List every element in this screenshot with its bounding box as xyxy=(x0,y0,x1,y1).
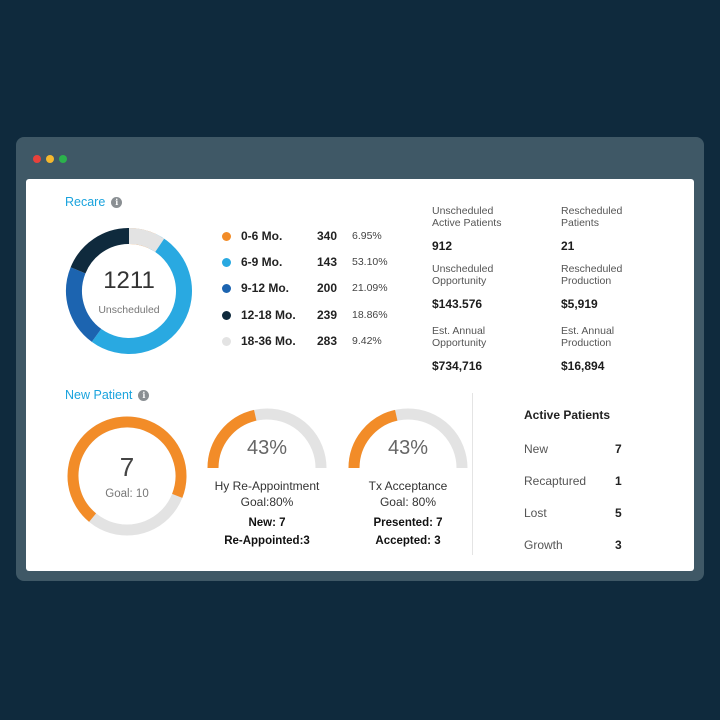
hy-reappointment-new: New: 7 xyxy=(248,517,286,529)
active-patients-value: 1 xyxy=(615,474,622,488)
active-patients-title: Active Patients xyxy=(524,408,611,422)
stat-label: Rescheduled Patients xyxy=(561,205,623,229)
tx-acceptance-title: Tx Acceptance xyxy=(368,479,448,493)
new-patient-count: 7 xyxy=(119,452,135,482)
info-icon[interactable]: i xyxy=(138,389,150,401)
recare-section-title: Recare i xyxy=(65,195,123,209)
active-patients-label: New xyxy=(524,442,549,456)
gauge-progress xyxy=(207,409,257,469)
hy-reappointment-pct: 43% xyxy=(246,437,288,459)
donut-segment-9-12-mo-[interactable] xyxy=(66,267,102,342)
tx-acceptance-accepted: Accepted: 3 xyxy=(375,535,441,547)
active-patients-label: Growth xyxy=(524,538,563,552)
info-icon[interactable]: i xyxy=(111,196,123,208)
stat-label: Unscheduled Opportunity xyxy=(432,263,494,287)
hy-reappointment-gauge xyxy=(207,408,327,469)
hy-reappointment-title: Hy Re-Appointment xyxy=(214,479,320,493)
active-patients-label: Lost xyxy=(524,506,547,520)
close-window-dot[interactable] xyxy=(33,155,41,163)
legend-swatch xyxy=(222,283,231,293)
legend-percent: 18.86% xyxy=(352,309,388,321)
stat-label: Est. Annual Production xyxy=(561,325,615,349)
legend-label: 12-18 Mo. xyxy=(241,308,296,322)
legend-label: 6-9 Mo. xyxy=(241,255,283,269)
stat-value: $16,894 xyxy=(561,359,605,373)
tx-acceptance-presented: Presented: 7 xyxy=(373,517,443,529)
active-patients-label: Recaptured xyxy=(524,474,587,488)
gauge-progress xyxy=(348,409,398,469)
legend-row: 0-6 Mo. 340 6.95% xyxy=(222,228,382,244)
legend-percent: 53.10% xyxy=(352,256,388,268)
section-divider xyxy=(472,393,473,555)
legend-row: 6-9 Mo. 143 53.10% xyxy=(222,254,388,270)
stat-value: $143.576 xyxy=(432,297,483,311)
legend-label: 9-12 Mo. xyxy=(241,281,290,295)
recare-total-label: Unscheduled xyxy=(98,304,160,316)
legend-row: 9-12 Mo. 200 21.09% xyxy=(222,280,388,296)
stat-label: Est. Annual Opportunity xyxy=(432,325,487,349)
app-window: Recare i 1211 Unscheduled 0-6 Mo. 340 6.95… xyxy=(16,137,704,581)
maximize-window-dot[interactable] xyxy=(59,155,67,163)
dashboard-panel: Recare i 1211 Unscheduled 0-6 Mo. 340 6.95… xyxy=(26,179,694,571)
stat-value: $5,919 xyxy=(561,297,598,311)
stat-label: Unscheduled Active Patients xyxy=(432,205,502,229)
hy-reappointment-reappointed: Re-Appointed:3 xyxy=(224,535,310,547)
donut-segment-12-18-mo-[interactable] xyxy=(70,228,130,274)
legend-swatch xyxy=(222,310,231,320)
recare-donut-chart xyxy=(66,228,192,354)
legend-label: 0-6 Mo. xyxy=(241,229,283,243)
legend-count: 340 xyxy=(317,229,338,243)
new-patient-goal: Goal: 10 xyxy=(105,488,149,500)
legend-percent: 9.42% xyxy=(352,335,382,347)
new-patient-section-title: New Patient i xyxy=(65,388,150,402)
minimize-window-dot[interactable] xyxy=(46,155,54,163)
recare-total: 1211 xyxy=(103,267,155,294)
new-patient-title: New Patient xyxy=(65,388,133,402)
tx-acceptance-gauge xyxy=(348,408,468,469)
legend-swatch xyxy=(222,231,231,241)
legend-label: 18-36 Mo. xyxy=(241,334,296,348)
donut-segment-18-36-mo-[interactable] xyxy=(128,228,165,253)
legend-row: 18-36 Mo. 283 9.42% xyxy=(222,333,382,349)
hy-reappointment-goal: Goal:80% xyxy=(240,495,294,509)
legend-percent: 21.09% xyxy=(352,282,388,294)
active-patients-value: 5 xyxy=(615,506,622,520)
legend-row: 12-18 Mo. 239 18.86% xyxy=(222,307,388,323)
legend-count: 143 xyxy=(317,255,338,269)
legend-count: 200 xyxy=(317,281,338,295)
active-patients-value: 3 xyxy=(615,538,622,552)
stat-value: 21 xyxy=(561,239,575,253)
legend-swatch xyxy=(222,257,231,267)
donut-segment-6-9-mo-[interactable] xyxy=(91,233,192,354)
stat-label: Rescheduled Production xyxy=(561,263,623,287)
goal-ring-progress xyxy=(67,416,187,522)
legend-swatch xyxy=(222,336,231,346)
recare-title: Recare xyxy=(65,195,106,209)
legend-count: 283 xyxy=(317,334,338,348)
legend-percent: 6.95% xyxy=(352,230,382,242)
stat-value: $734,716 xyxy=(432,359,483,373)
tx-acceptance-goal: Goal: 80% xyxy=(379,495,437,509)
stat-value: 912 xyxy=(432,239,453,253)
tx-acceptance-pct: 43% xyxy=(387,437,429,459)
active-patients-value: 7 xyxy=(615,442,622,456)
new-patient-goal-ring xyxy=(67,416,187,536)
legend-count: 239 xyxy=(317,308,338,322)
